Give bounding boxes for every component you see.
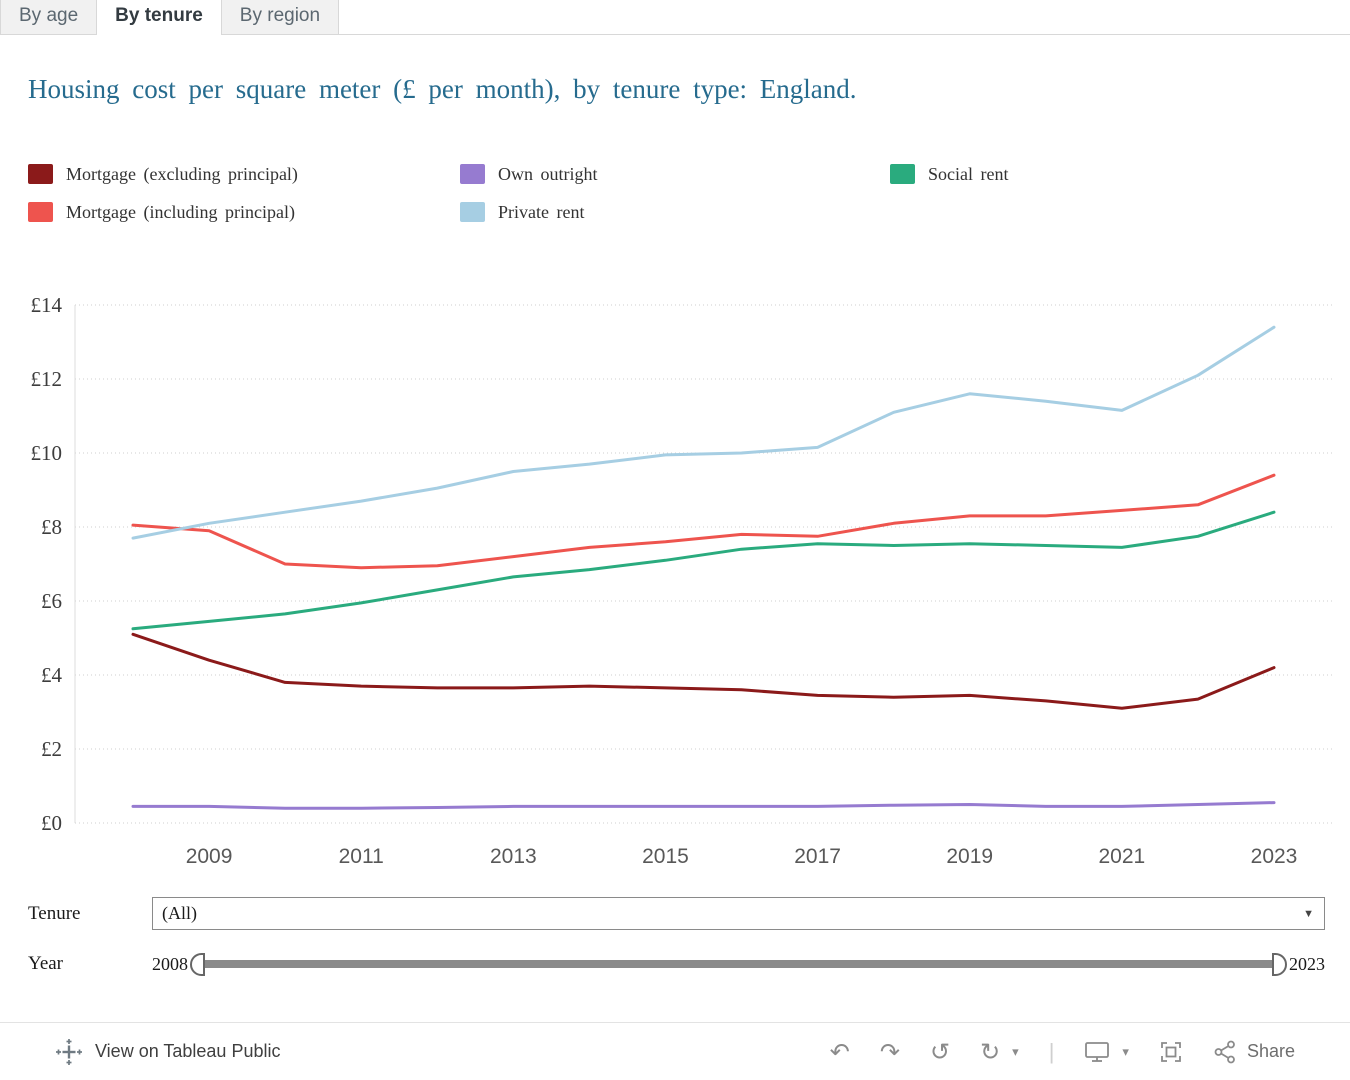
- slider-track[interactable]: [198, 960, 1279, 968]
- share-icon: [1213, 1040, 1237, 1064]
- legend-label: Private rent: [498, 201, 585, 222]
- refresh-icon[interactable]: ↻: [980, 1037, 1001, 1066]
- tableau-toolbar: View on Tableau Public ↶ ↷ ↺ ↻ ▾ | ▾: [0, 1022, 1350, 1080]
- year-slider-handle-left[interactable]: [190, 953, 205, 976]
- legend-item-mortgage-including[interactable]: Mortgage (including principal): [28, 197, 460, 227]
- legend-swatch-mortgage-excluding: [28, 164, 53, 184]
- x-axis-tick-label: 2011: [339, 845, 384, 868]
- tab-by-age[interactable]: By age: [0, 0, 98, 34]
- legend-item-social-rent[interactable]: Social rent: [890, 159, 1322, 189]
- x-axis-tick-label: 2017: [794, 845, 841, 868]
- tenure-dropdown-value: (All): [162, 903, 197, 923]
- chevron-down-icon[interactable]: ▼: [1303, 907, 1314, 920]
- year-slider-handle-right[interactable]: [1272, 953, 1287, 976]
- legend-column-3: Social rent: [890, 159, 1322, 227]
- series-line-mortgage-excluding-principal[interactable]: [131, 632, 1276, 710]
- legend-swatch-mortgage-including: [28, 202, 53, 222]
- year-range-slider[interactable]: [190, 952, 1287, 976]
- refresh-caret-icon[interactable]: ▾: [1012, 1043, 1019, 1059]
- legend-label: Mortgage (including principal): [66, 201, 295, 222]
- tab-bar: By age By tenure By region: [0, 0, 1350, 35]
- device-caret-icon[interactable]: ▾: [1122, 1043, 1129, 1059]
- tenure-dropdown[interactable]: (All) ▼: [152, 897, 1325, 930]
- year-filter-label: Year: [28, 953, 64, 974]
- series-line-mortgage-including-principal[interactable]: [131, 473, 1276, 570]
- x-axis-tick-label: 2013: [490, 845, 537, 868]
- y-axis-tick-label: £0: [41, 811, 62, 835]
- legend-swatch-private-rent: [460, 202, 485, 222]
- line-chart[interactable]: £0 £2 £4 £6 £8 £10 £12 £14 2009 2011 2013 2015 2017 2…: [0, 261, 1350, 881]
- y-axis-tick-label: £14: [31, 293, 63, 317]
- x-axis-tick-label: 2009: [186, 845, 233, 868]
- legend-swatch-social-rent: [890, 164, 915, 184]
- page-title: Housing cost per square meter (£ per mon…: [28, 74, 857, 104]
- legend-swatch-own-outright: [460, 164, 485, 184]
- legend-item-mortgage-excluding[interactable]: Mortgage (excluding principal): [28, 159, 460, 189]
- year-start-value: 2008: [152, 953, 188, 974]
- series-line-own-outright[interactable]: [131, 801, 1276, 810]
- legend-label: Mortgage (excluding principal): [66, 163, 298, 184]
- legend: Mortgage (excluding principal) Mortgage …: [28, 159, 1322, 227]
- series-line-private-rent[interactable]: [131, 325, 1276, 540]
- y-axis-tick-label: £10: [31, 441, 63, 465]
- tableau-logo-icon: [55, 1038, 83, 1066]
- view-on-tableau-link[interactable]: View on Tableau Public: [55, 1038, 280, 1066]
- tenure-filter-label: Tenure: [28, 902, 81, 924]
- tab-by-tenure[interactable]: By tenure: [96, 0, 222, 35]
- redo-icon[interactable]: ↷: [879, 1037, 900, 1066]
- legend-item-private-rent[interactable]: Private rent: [460, 197, 890, 227]
- undo-icon[interactable]: ↶: [829, 1037, 850, 1066]
- series-line-social-rent[interactable]: [131, 510, 1276, 631]
- share-button[interactable]: Share: [1213, 1040, 1295, 1064]
- revert-icon[interactable]: ↺: [929, 1037, 951, 1066]
- toolbar-divider: |: [1048, 1038, 1055, 1064]
- y-axis-tick-label: £12: [31, 367, 63, 391]
- x-axis-tick-label: 2015: [642, 845, 689, 868]
- year-end-value: 2023: [1289, 953, 1325, 974]
- y-axis-tick-label: £6: [41, 589, 62, 613]
- tenure-filter-row: Tenure (All) ▼: [28, 897, 1325, 930]
- fullscreen-icon[interactable]: [1159, 1040, 1183, 1064]
- toolbar-actions: ↶ ↷ ↺ ↻ ▾ | ▾: [830, 1039, 1295, 1065]
- legend-column-2: Own outright Private rent: [460, 159, 890, 227]
- share-label: Share: [1246, 1041, 1295, 1061]
- legend-label: Own outright: [498, 163, 598, 184]
- legend-column-1: Mortgage (excluding principal) Mortgage …: [28, 159, 460, 227]
- x-axis-tick-label: 2023: [1251, 845, 1298, 868]
- filter-controls: Tenure (All) ▼ Year 2008 2023: [28, 897, 1325, 976]
- x-axis-tick-label: 2021: [1099, 845, 1146, 868]
- tab-by-region[interactable]: By region: [220, 0, 340, 34]
- y-axis-tick-label: £4: [41, 663, 63, 687]
- y-axis-tick-label: £8: [41, 515, 62, 539]
- y-axis-tick-label: £2: [41, 737, 62, 761]
- view-on-tableau-label: View on Tableau Public: [95, 1041, 281, 1061]
- legend-item-own-outright[interactable]: Own outright: [460, 159, 890, 189]
- year-filter-row: Year 2008 2023: [28, 952, 1325, 976]
- x-axis-tick-label: 2019: [946, 845, 993, 868]
- device-layout-icon[interactable]: [1084, 1040, 1110, 1064]
- legend-label: Social rent: [928, 163, 1009, 184]
- chart-canvas[interactable]: £0 £2 £4 £6 £8 £10 £12 £14 2009 2011 2013 2015 2017 2…: [0, 261, 1350, 881]
